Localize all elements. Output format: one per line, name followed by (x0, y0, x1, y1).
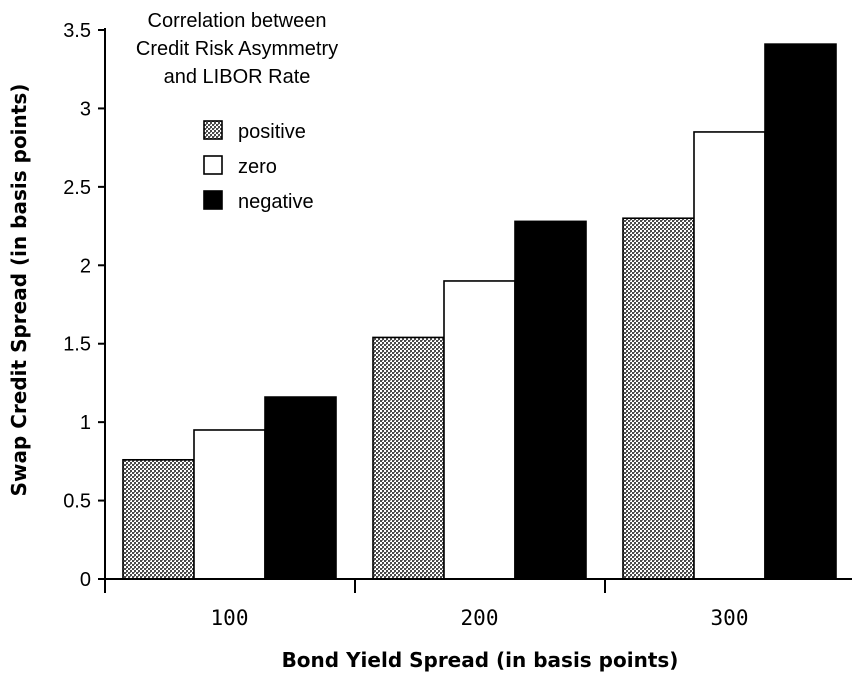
title-line-3: and LIBOR Rate (164, 66, 311, 88)
y-axis-title: Swap Credit Spread (in basis points) (7, 84, 31, 497)
x-tick-label: 200 (461, 606, 499, 630)
y-tick-label: 0 (80, 569, 91, 591)
legend-label-negative: negative (238, 191, 314, 213)
legend-swatch-negative (203, 190, 223, 210)
x-axis-title: Bond Yield Spread (in basis points) (282, 648, 679, 672)
legend-label-positive: positive (238, 121, 306, 143)
title-line-1: Correlation between (148, 10, 327, 32)
bar-negative-300 (764, 43, 837, 580)
y-tick-label: 1 (80, 412, 91, 434)
bar-positive-200 (372, 336, 445, 580)
y-tick-label: 3 (80, 98, 91, 120)
x-tick-label: 100 (211, 606, 249, 630)
bar-positive-300 (622, 217, 695, 580)
legend-swatch-zero (203, 155, 223, 175)
legend-label-zero: zero (238, 156, 277, 178)
title-line-2: Credit Risk Asymmetry (136, 38, 338, 60)
y-tick-label: 2.5 (63, 177, 91, 199)
bar-negative-100 (264, 396, 337, 580)
y-tick-label: 1.5 (63, 334, 91, 356)
legend-swatch-positive (203, 120, 223, 140)
legend: positive zero negative (203, 120, 314, 213)
y-tick-label: 3.5 (63, 20, 91, 42)
chart-title: Correlation between Credit Risk Asymmetr… (136, 10, 338, 88)
x-tick-label: 300 (711, 606, 749, 630)
axes-group: 0 0.5 1 1.5 2 2.5 3 3.5 100 200 300 (63, 20, 852, 630)
bar-zero-300 (693, 131, 766, 580)
bar-negative-200 (514, 220, 587, 580)
y-tick-label: 2 (80, 255, 91, 277)
y-tick-label: 0.5 (63, 491, 91, 513)
bar-positive-100 (122, 458, 195, 580)
bars-group (122, 43, 837, 580)
bar-zero-200 (443, 280, 516, 580)
bar-zero-100 (193, 429, 266, 580)
